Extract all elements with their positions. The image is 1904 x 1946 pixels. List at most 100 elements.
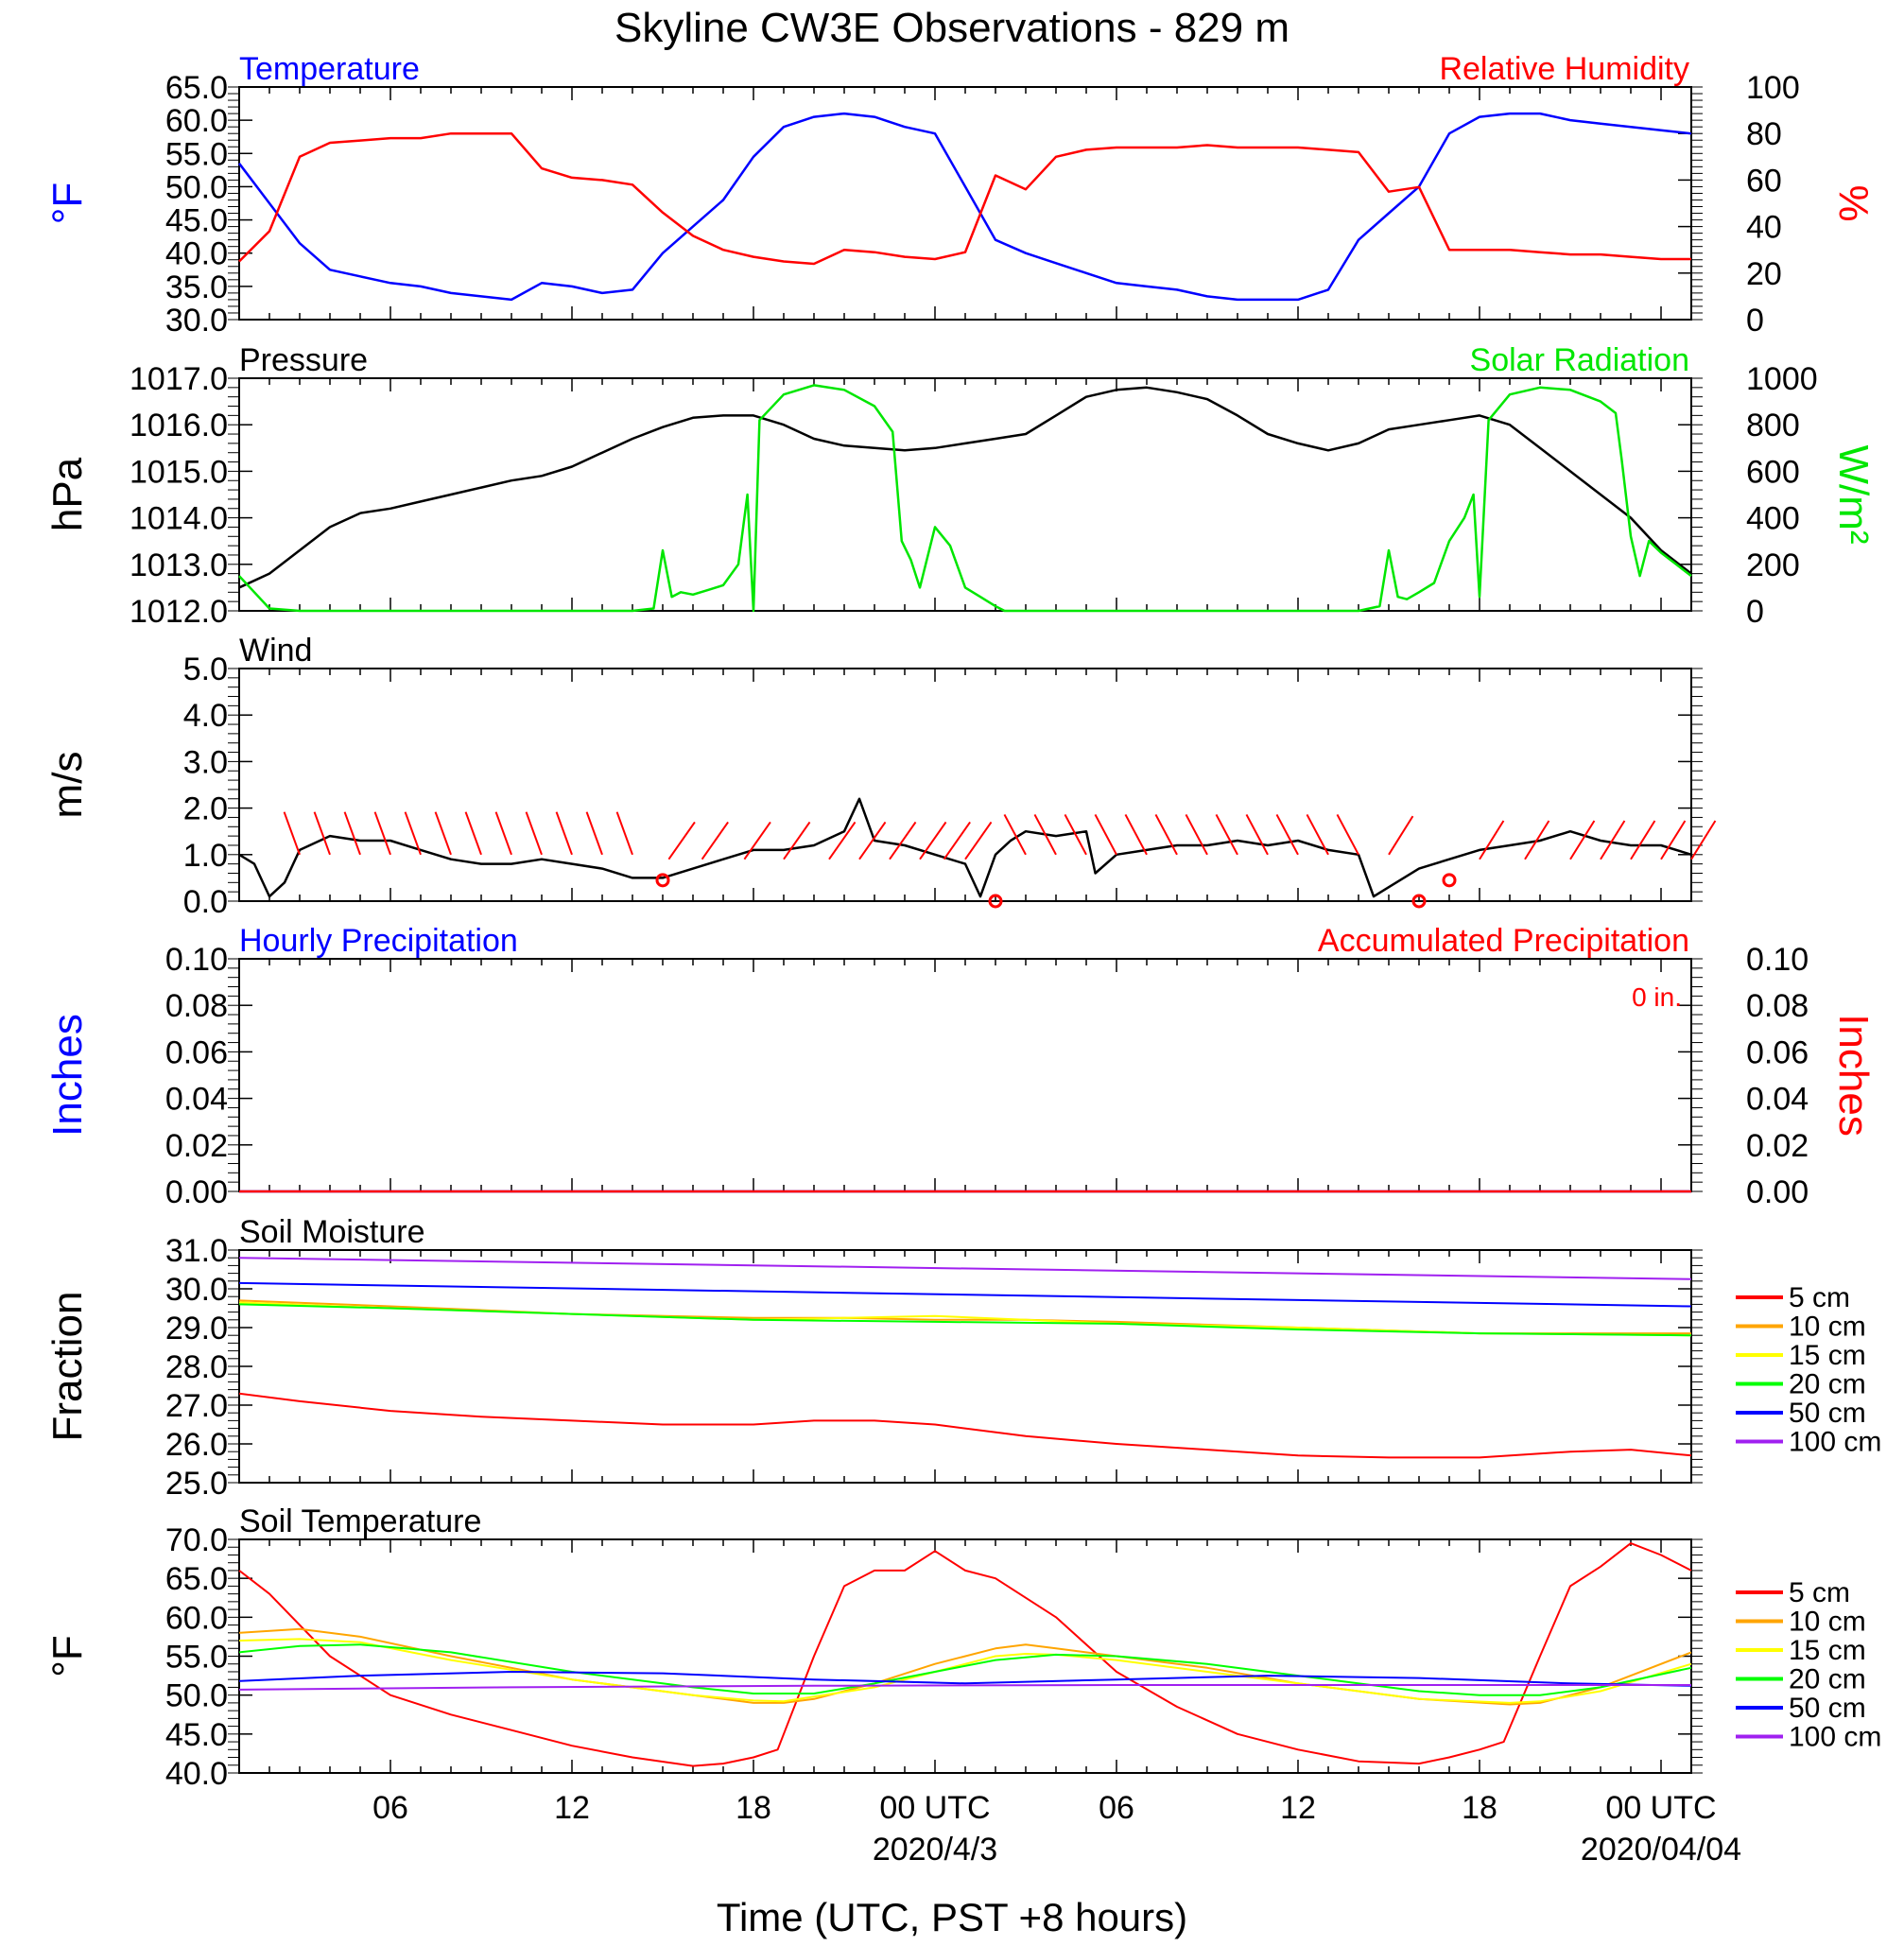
y-tick-label-left: 1013.0 [130,547,228,583]
y-axis-label-left: °F [44,1635,91,1677]
legend-label: 5 cm [1789,1577,1850,1608]
y-tick-label-left: 35.0 [165,269,228,305]
wind-barb [964,821,993,860]
wind-barb [464,811,482,856]
series-line-50-cm [238,1281,1692,1308]
wind-barb [1154,813,1178,856]
panel-title-left: Soil Temperature [239,1503,481,1539]
series-line-relative-humidity [238,131,1691,266]
wind-barb [313,811,331,856]
y-tick-label-left: 70.0 [165,1522,228,1558]
series-line-solar-radiation [238,384,1692,613]
y-tick-label-left: 60.0 [165,1600,228,1636]
y-tick-label-right: 0.04 [1746,1082,1809,1118]
series-line-pressure [238,386,1692,589]
y-tick-label-left: 1015.0 [130,454,228,490]
wind-barb [919,821,947,860]
y-tick-label-right: 0.08 [1746,988,1809,1024]
y-tick-label-right: 600 [1746,454,1800,490]
y-tick-label-right: 400 [1746,501,1800,537]
wind-barb [1033,813,1057,856]
plot-frame [238,1249,1692,1484]
y-tick-label-left: 1017.0 [130,361,228,397]
wind-barb [943,821,971,860]
accumulation-label: 0 in. [1632,982,1682,1012]
y-tick-label-left: 29.0 [165,1311,228,1347]
y-tick-label-left: 30.0 [165,1272,228,1308]
y-tick-label-left: 65.0 [165,70,228,106]
wind-barb [667,821,696,860]
legend-label: 15 cm [1789,1340,1866,1371]
calm-wind-marker [1411,894,1427,909]
y-tick-label-left: 25.0 [165,1466,228,1502]
y-tick-label-left: 0.04 [165,1082,228,1118]
y-tick-label-right: 0.06 [1746,1034,1809,1070]
panel-soil_moisture: 31.030.029.028.027.026.025.0 Soil Moistur… [44,1214,1881,1502]
figure-title: Skyline CW3E Observations - 829 m [614,5,1290,51]
y-tick-label-left: 65.0 [165,1561,228,1597]
y-tick-label-right: 20 [1746,256,1782,292]
plot-frame [238,86,1692,321]
y-tick-label-left: 0.0 [183,884,228,920]
y-axis-label-left: °F [44,182,91,224]
y-tick-label-right: 40 [1746,210,1782,246]
y-tick-label-right: 80 [1746,116,1782,152]
date-label: 2020/4/3 [873,1832,997,1868]
calm-wind-marker [655,873,670,888]
x-tick-label: 12 [554,1790,590,1826]
time-axis: 06 12 18 00 UTC 06 12 18 00 UTC 2020/4/3 2020/04/… [372,1790,1741,1868]
y-tick-label-right: 0 [1746,594,1764,630]
wind-barb [1600,820,1626,860]
y-tick-label-right: 60 [1746,163,1782,199]
y-tick-label-left: 40.0 [165,236,228,272]
y-tick-label-left: 55.0 [165,1640,228,1676]
legend-label: 20 cm [1789,1369,1866,1400]
series-line-wind [238,797,1692,898]
series-line-100-cm [238,1257,1692,1280]
series-line-5-cm [238,1542,1692,1767]
wind-barb [1336,813,1359,856]
date-label: 2020/04/04 [1581,1832,1741,1868]
y-tick-label-right: 0.10 [1746,942,1809,978]
series-line-temperature [238,112,1692,302]
y-tick-label-left: 3.0 [183,744,228,780]
wind-barb [1569,820,1596,860]
wind-barb [343,811,361,856]
legend-label: 100 cm [1789,1427,1881,1458]
wind-barb [701,821,729,860]
wind-barb [373,811,391,856]
y-tick-label-left: 0.06 [165,1034,228,1070]
y-tick-label-left: 0.08 [165,988,228,1024]
series-line-15-cm [238,1638,1692,1704]
y-tick-label-left: 55.0 [165,136,228,172]
wind-barb [555,811,573,856]
wind-barb [889,821,917,860]
x-tick-label: 06 [372,1790,408,1826]
y-tick-label-left: 1014.0 [130,501,228,537]
calm-wind-marker [988,894,1003,909]
wind-barb [1306,813,1329,856]
legend-label: 50 cm [1789,1398,1866,1429]
y-tick-label-right: 1000 [1746,361,1818,397]
panel-pressure_solar: 1017.0 1016.0 1015.0 1014.0 1013.0 1012.0 1000… [44,342,1877,630]
x-tick-label: 06 [1099,1790,1134,1826]
y-tick-label-left: 4.0 [183,698,228,734]
wind-barb [1215,813,1238,856]
wind-barb [1064,813,1087,856]
y-tick-label-left: 31.0 [165,1233,228,1269]
y-axis-label-left: hPa [44,457,91,531]
y-tick-label-left: 0.00 [165,1174,228,1210]
panel-title-right: Accumulated Precipitation [1318,923,1689,959]
wind-barb [1245,813,1269,856]
panel-title-left: Hourly Precipitation [239,923,518,959]
wind-barb [494,811,512,856]
wind-barb [1479,820,1505,860]
legend-label: 10 cm [1789,1607,1866,1638]
y-tick-label-left: 5.0 [183,652,228,687]
wind-barb [404,811,422,856]
panel-soil_temperature: 70.065.060.0 55.050.045.040.0 Soil Tempera… [44,1503,1881,1792]
wind-barb [1630,820,1656,860]
y-tick-label-left: 1.0 [183,838,228,874]
y-axis-label-right: W/m² [1830,444,1877,544]
